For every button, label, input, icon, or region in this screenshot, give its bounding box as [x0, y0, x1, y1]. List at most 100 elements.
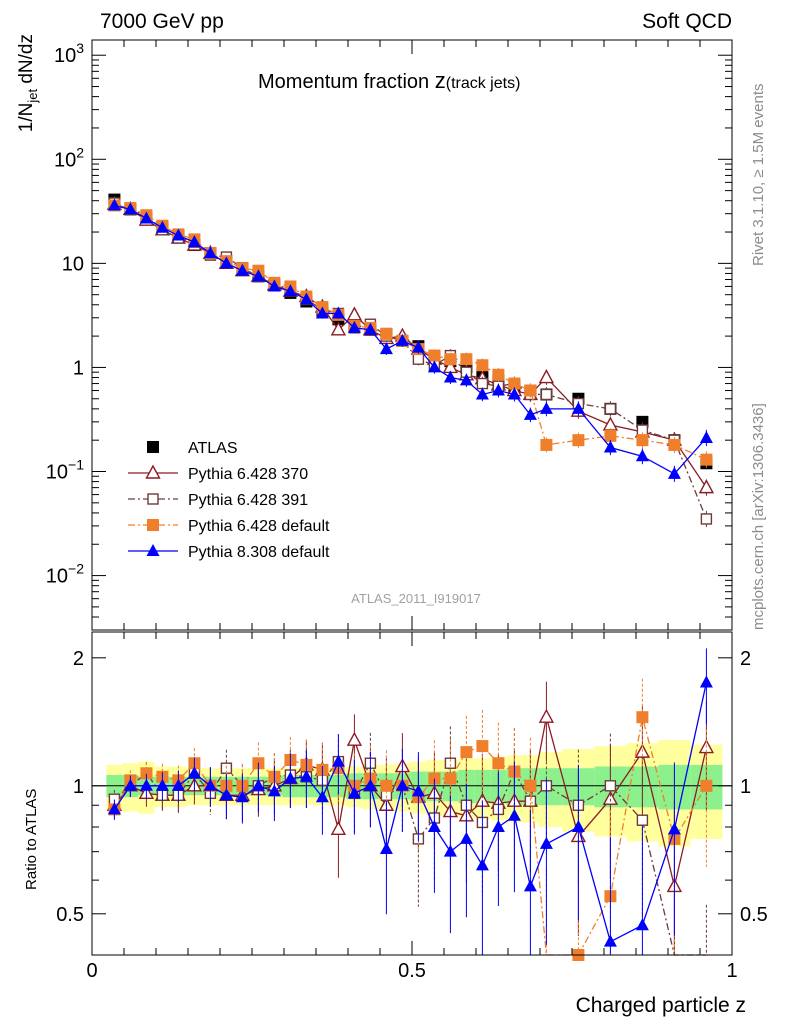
- ratio-point-pythia-8-308-default: [539, 836, 553, 849]
- watermark: ATLAS_2011_I919017: [351, 591, 481, 606]
- ratio-point-pythia-8-308-default: [283, 771, 297, 784]
- ratio-point-pythia-6-428-default: [476, 740, 489, 753]
- series-line-pythia-6-428-default: [114, 204, 707, 461]
- data-point-pythia-6-428-370: [698, 479, 715, 494]
- ratio-point-pythia-6-428-370: [330, 820, 347, 836]
- ratio-point-pythia-8-308-default: [139, 778, 153, 791]
- data-point-pythia-6-428-default: [380, 327, 393, 340]
- data-point-pythia-8-308-default: [539, 401, 553, 414]
- data-point-pythia-6-428-370: [538, 369, 555, 384]
- x-tick-label: 0.5: [398, 960, 426, 982]
- legend-marker: [147, 441, 159, 453]
- y-axis-label-tail: dN/dz: [16, 34, 37, 89]
- legend-marker: [145, 464, 161, 479]
- ratio-point-pythia-6-428-391: [524, 795, 537, 807]
- y-tick-label-base: 10: [46, 566, 68, 588]
- x-axis-label: Charged particle z: [576, 994, 746, 1017]
- data-point-pythia-6-428-default: [572, 434, 585, 447]
- chart-title: Momentum fraction z(track jets): [258, 68, 520, 93]
- data-point-pythia-8-308-default: [667, 466, 681, 479]
- data-point-pythia-8-308-default: [603, 440, 617, 453]
- legend-marker: [146, 544, 160, 556]
- ratio-point-pythia-8-308-default: [395, 778, 409, 791]
- data-point-pythia-8-308-default: [171, 228, 185, 241]
- data-point-pythia-8-308-default: [139, 211, 153, 224]
- ratio-point-pythia-6-428-370: [346, 731, 363, 746]
- ratio-point-pythia-8-308-default: [699, 675, 713, 688]
- data-point-pythia-6-428-default: [492, 368, 505, 381]
- y-tick-label-exponent: 2: [76, 144, 84, 160]
- y-tick-label: 10−1: [46, 457, 84, 484]
- data-point-pythia-8-308-default: [219, 256, 233, 269]
- ratio-tick-label-right: 1: [740, 776, 751, 798]
- y-axis-label-main: 1/N: [16, 103, 37, 133]
- ratio-point-pythia-6-428-default: [380, 779, 393, 792]
- legend-label: Pythia 6.428 391: [188, 492, 308, 509]
- chart-title-var: z: [435, 68, 446, 93]
- data-point-pythia-6-428-default: [476, 359, 489, 372]
- data-point-pythia-8-308-default: [571, 401, 585, 414]
- ratio-point-pythia-8-308-default: [219, 788, 233, 801]
- y-tick-label-base: 1: [73, 357, 84, 379]
- y-tick-label: 103: [54, 40, 84, 67]
- ratio-point-pythia-8-308-default: [411, 784, 425, 797]
- y-tick-label-base: 10: [62, 253, 84, 275]
- ratio-tick-label-right: 0.5: [740, 904, 768, 926]
- data-point-pythia-8-308-default: [427, 360, 441, 373]
- ratio-point-pythia-6-428-default: [636, 711, 649, 724]
- ratio-point-pythia-8-308-default: [507, 808, 521, 821]
- data-point-pythia-8-308-default: [315, 306, 329, 319]
- data-point-pythia-6-428-default: [524, 384, 537, 397]
- ratio-point-pythia-8-308-default: [491, 820, 505, 833]
- ratio-tick-label-right: 2: [740, 648, 751, 670]
- data-point-pythia-8-308-default: [635, 449, 649, 462]
- ratio-point-pythia-8-308-default: [123, 778, 137, 791]
- ratio-point-pythia-8-308-default: [267, 784, 281, 797]
- data-point-pythia-8-308-default: [347, 320, 361, 333]
- data-point-pythia-6-428-391: [476, 377, 489, 390]
- legend-label: Pythia 8.308 default: [188, 544, 330, 561]
- ratio-point-pythia-6-428-default: [492, 757, 505, 770]
- ratio-point-pythia-8-308-default: [667, 822, 681, 835]
- ratio-point-pythia-6-428-391: [604, 780, 617, 792]
- data-point-pythia-6-428-default: [668, 438, 681, 451]
- chart-title-sub: (track jets): [446, 75, 521, 92]
- data-point-pythia-6-428-default: [604, 429, 617, 442]
- ratio-point-pythia-8-308-default: [203, 778, 217, 791]
- y-axis-label: 1/Njet dN/dz: [16, 34, 40, 132]
- data-point-pythia-8-308-default: [475, 387, 489, 400]
- side-label-mcplots: mcplots.cern.ch [arXiv:1306.3436]: [750, 403, 767, 630]
- ratio-line-pythia-6-428-default: [113, 717, 707, 956]
- data-point-pythia-8-308-default: [107, 198, 121, 211]
- y-tick-label: 10−2: [46, 561, 84, 588]
- data-point-pythia-6-428-391: [604, 403, 617, 415]
- data-point-pythia-6-428-391: [540, 388, 553, 401]
- legend-label: Pythia 6.428 370: [188, 466, 308, 483]
- ratio-point-pythia-8-308-default: [459, 831, 473, 844]
- ratio-point-pythia-8-308-default: [523, 879, 537, 892]
- ratio-point-pythia-6-428-default: [524, 779, 537, 792]
- ratio-point-pythia-8-308-default: [315, 790, 329, 803]
- top-panel-frame: [91, 39, 733, 631]
- data-point-pythia-8-308-default: [267, 279, 281, 292]
- ratio-point-pythia-8-308-default: [571, 820, 585, 833]
- data-point-pythia-6-428-391: [700, 513, 713, 525]
- ratio-point-pythia-8-308-default: [347, 786, 361, 799]
- side-label-rivet: Rivet 3.1.10, ≥ 1.5M events: [750, 84, 767, 267]
- y-tick-label-exponent: −2: [68, 561, 84, 577]
- ratio-point-pythia-8-308-default: [107, 802, 121, 815]
- ratio-point-pythia-8-308-default: [299, 769, 313, 782]
- legend-marker: [147, 519, 159, 531]
- data-point-pythia-8-308-default: [283, 284, 297, 297]
- data-point-pythia-8-308-default: [395, 333, 409, 346]
- legend-label: ATLAS: [188, 440, 238, 457]
- data-point-pythia-6-428-default: [700, 453, 713, 466]
- data-point-pythia-8-308-default: [187, 235, 201, 248]
- legend-label: Pythia 6.428 default: [188, 518, 330, 535]
- y-tick-label: 102: [54, 144, 84, 171]
- header-left: 7000 GeV pp: [100, 10, 224, 33]
- data-point-pythia-8-308-default: [379, 342, 393, 355]
- data-point-pythia-6-428-default: [508, 377, 521, 390]
- data-point-pythia-8-308-default: [123, 202, 137, 215]
